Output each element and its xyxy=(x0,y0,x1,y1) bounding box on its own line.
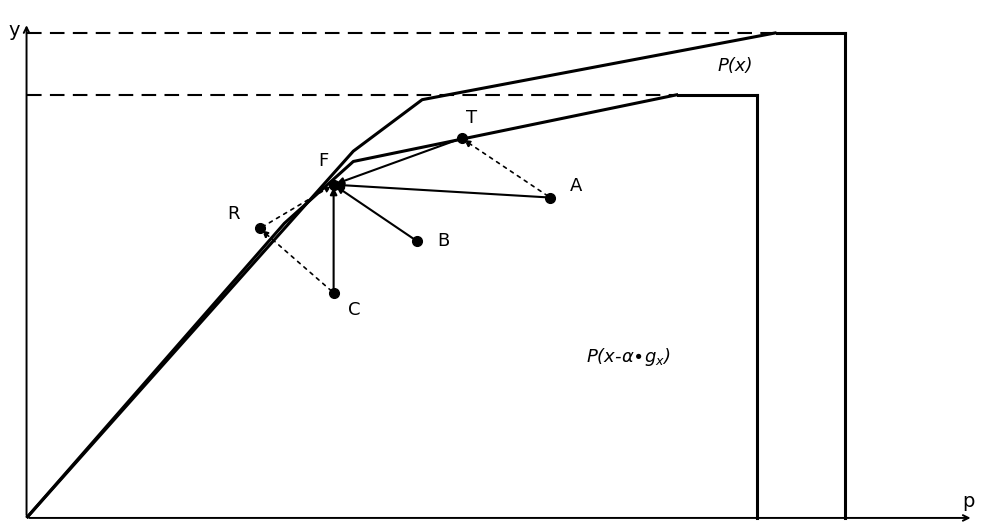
Text: A: A xyxy=(570,177,582,195)
Text: F: F xyxy=(318,152,329,170)
Text: y: y xyxy=(8,21,19,40)
Text: P(x-$\alpha$$\bullet$g$_x$): P(x-$\alpha$$\bullet$g$_x$) xyxy=(586,346,671,368)
Text: C: C xyxy=(348,300,361,318)
Text: B: B xyxy=(437,232,449,250)
Text: p: p xyxy=(962,492,975,511)
Text: R: R xyxy=(228,205,240,223)
Text: P(x): P(x) xyxy=(717,57,753,75)
Text: T: T xyxy=(466,109,478,127)
